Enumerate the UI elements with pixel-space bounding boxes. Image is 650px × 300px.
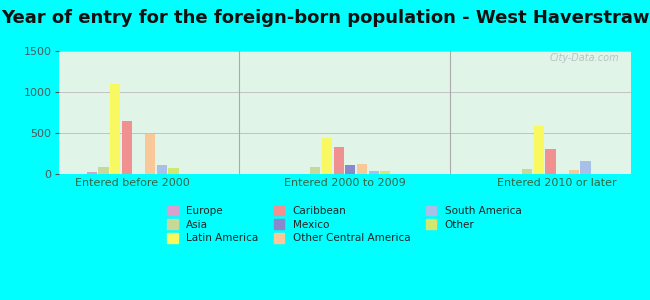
Text: Year of entry for the foreign-born population - West Haverstraw: Year of entry for the foreign-born popul… [1,9,649,27]
Bar [534,126,544,174]
Bar [310,167,320,174]
Bar [357,164,367,174]
Bar [157,165,167,174]
Bar [380,171,391,174]
Bar [580,161,591,174]
Bar [86,172,97,174]
Bar [569,170,579,174]
Legend: Europe, Asia, Latin America, Caribbean, Mexico, Other Central America, South Ame: Europe, Asia, Latin America, Caribbean, … [163,201,526,248]
Text: City-Data.com: City-Data.com [549,53,619,64]
Bar [333,147,344,174]
Bar [522,169,532,174]
Bar [110,84,120,174]
Bar [168,168,179,174]
Bar [98,167,109,174]
Bar [369,171,379,174]
Bar [322,138,332,174]
Bar [545,148,556,174]
Bar [345,165,356,174]
Bar [122,121,132,174]
Bar [145,134,155,174]
